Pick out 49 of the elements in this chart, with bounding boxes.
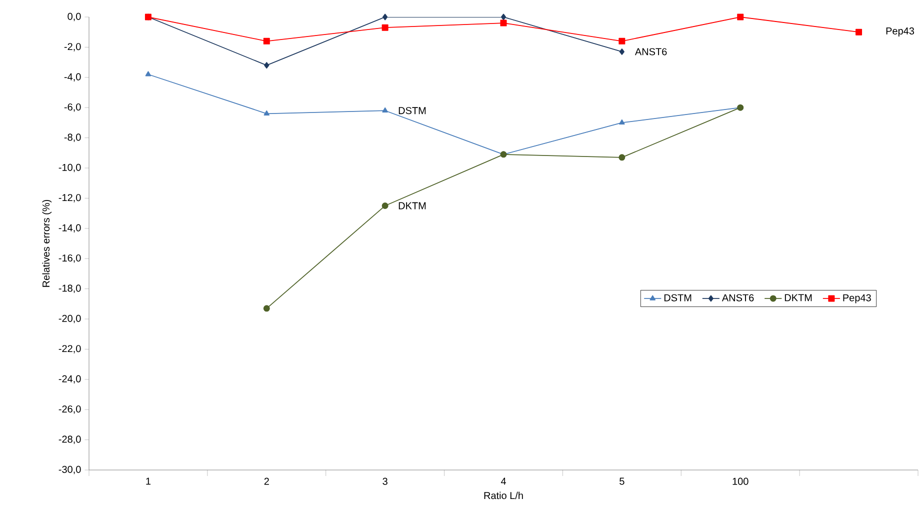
y-tick-label: -18,0	[58, 284, 81, 293]
y-tick-label: -6,0	[64, 103, 81, 112]
y-tick-label: 0,0	[68, 12, 81, 22]
x-axis-title: Ratio L/h	[484, 492, 523, 500]
y-tick-label: -12,0	[58, 194, 81, 202]
point	[382, 24, 388, 31]
x-tick-label: 1	[146, 478, 151, 485]
y-tick-label: -30,0	[58, 466, 81, 474]
point	[382, 14, 388, 20]
point	[500, 20, 507, 26]
point	[737, 14, 744, 20]
legend-label: Pep43	[843, 294, 871, 304]
point	[263, 305, 270, 312]
x-tick-label: 3	[382, 478, 388, 485]
annotation: Pep43	[886, 27, 914, 36]
point	[619, 48, 624, 55]
legend-label: DKTM	[784, 294, 812, 302]
y-tick-label: -22,0	[58, 345, 81, 354]
y-tick-label: -24,0	[58, 375, 81, 384]
annotation: ANST6	[634, 48, 667, 56]
point	[263, 38, 270, 44]
annotation: DSTM	[398, 107, 426, 114]
y-tick-label: -4,0	[64, 73, 81, 82]
point	[856, 28, 862, 36]
y-tick-label: -26,0	[58, 405, 81, 414]
point	[382, 202, 388, 209]
y-tick-label: -28,0	[58, 436, 81, 444]
x-tick-label: 2	[264, 478, 269, 485]
y-tick-label: -8,0	[64, 134, 81, 142]
point	[618, 154, 626, 161]
legend-label: ANST6	[722, 294, 754, 302]
point	[264, 62, 270, 69]
point	[618, 38, 626, 44]
x-tick-label: 100	[732, 478, 748, 485]
y-axis-title: Relatives errors (%)	[42, 200, 52, 287]
y-tick-label: -14,0	[58, 224, 81, 233]
point	[264, 110, 270, 116]
y-tick-label: -10,0	[58, 164, 81, 172]
x-tick-label: 4	[500, 478, 506, 485]
point	[500, 14, 506, 20]
annotation: DKTM	[398, 202, 426, 210]
y-tick-label: -16,0	[58, 254, 81, 263]
y-tick-label: -20,0	[58, 314, 81, 324]
point	[382, 107, 388, 112]
x-tick-label: 5	[620, 478, 624, 485]
y-tick-label: -2,0	[64, 43, 81, 52]
point	[145, 71, 152, 76]
legend-label: DSTM	[664, 294, 692, 302]
point	[619, 119, 625, 125]
